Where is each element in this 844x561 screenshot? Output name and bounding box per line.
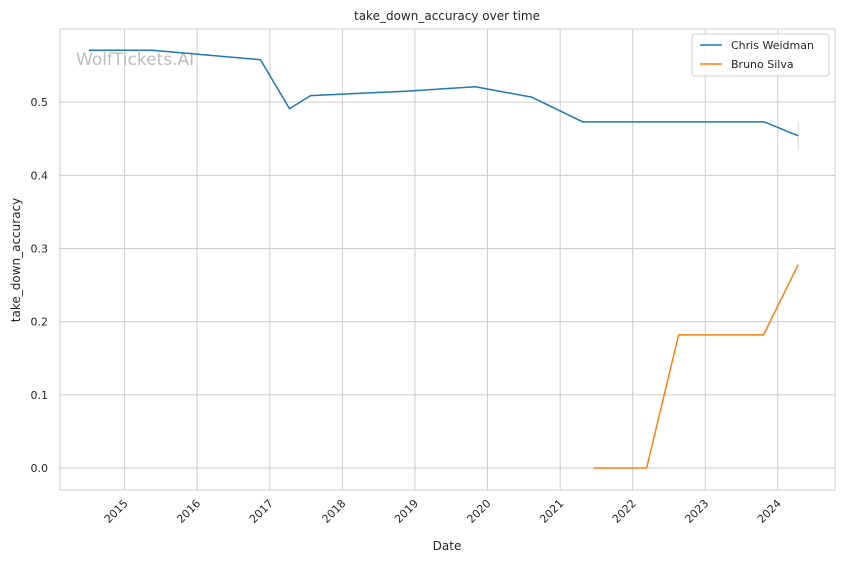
legend-box	[691, 33, 830, 77]
y-tick-label: 0.5	[31, 96, 49, 109]
legend: Chris Weidman Bruno Silva	[691, 33, 830, 77]
watermark: WolfTickets.AI	[76, 50, 194, 70]
y-axis-title: take_down_accuracy	[9, 198, 23, 322]
grid	[60, 29, 835, 490]
series-line-bruno-silva	[593, 264, 799, 469]
y-tick-labels: 0.0 0.1 0.2 0.3 0.4 0.5	[31, 96, 49, 475]
plot-frame	[59, 28, 836, 491]
y-tick-label: 0.1	[31, 389, 49, 402]
series-layer	[88, 49, 799, 469]
chart-title: take_down_accuracy over time	[354, 9, 540, 23]
y-tick-label: 0.2	[31, 316, 49, 329]
y-tick-label: 0.4	[31, 169, 49, 182]
series-line-chris-weidman	[88, 49, 799, 137]
legend-label-bruno-silva: Bruno Silva	[731, 58, 794, 71]
x-axis-title: Date	[433, 539, 462, 553]
legend-label-chris-weidman: Chris Weidman	[731, 39, 814, 52]
y-tick-label: 0.3	[31, 243, 49, 256]
y-tick-label: 0.0	[31, 462, 49, 475]
